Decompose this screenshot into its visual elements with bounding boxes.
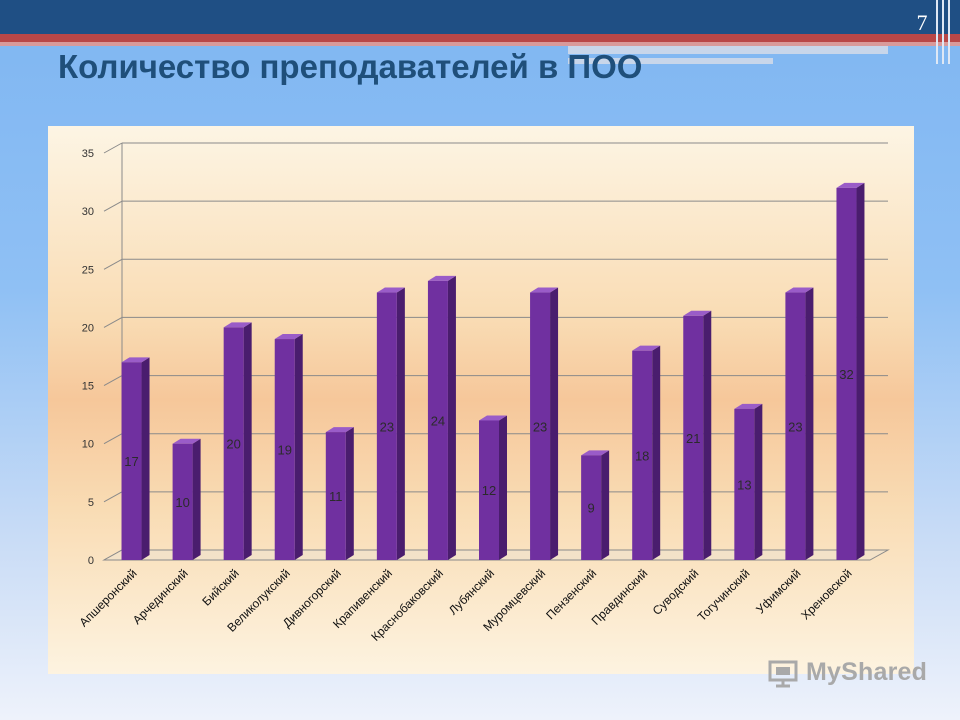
presentation-icon (768, 660, 798, 688)
bar-top (632, 345, 661, 351)
x-tick-label: Хреновской (798, 566, 854, 622)
bar-top (479, 415, 507, 421)
decorative-vline (936, 0, 938, 64)
chart-plot-area (48, 126, 914, 674)
bar (325, 432, 346, 560)
decorative-stripe (568, 46, 888, 54)
gridline-depth (103, 433, 123, 445)
data-label: 23 (533, 419, 547, 434)
bar-side (805, 287, 814, 560)
y-tick-label: 5 (88, 497, 94, 509)
y-tick-label: 35 (82, 148, 94, 160)
bar-side (294, 334, 303, 560)
y-tick-label: 25 (82, 264, 94, 276)
y-tick-label: 10 (82, 439, 94, 451)
bar (683, 315, 704, 560)
bar (274, 339, 295, 560)
bar (376, 292, 397, 560)
bar-top (172, 438, 201, 444)
bar (785, 292, 806, 560)
data-label: 10 (175, 495, 189, 510)
bar (121, 362, 142, 560)
bar-top (836, 182, 865, 188)
y-tick-label: 0 (88, 555, 94, 567)
x-tick-label: Арчединский (130, 566, 191, 627)
data-label: 19 (277, 443, 291, 458)
decorative-stripe-short (568, 58, 773, 64)
data-label: 12 (482, 483, 496, 498)
bar (530, 292, 551, 560)
bar (632, 350, 653, 560)
data-label: 11 (329, 489, 343, 504)
x-tick-label: Суводский (650, 566, 702, 618)
data-label: 32 (839, 367, 853, 382)
bar (581, 455, 602, 560)
bar-side (396, 287, 405, 560)
watermark-text: MyShared (806, 658, 928, 686)
gridline-depth (103, 200, 123, 212)
bar-top (121, 357, 150, 363)
decorative-vline (942, 0, 944, 64)
bar-side (703, 310, 712, 560)
decorative-vline (948, 0, 950, 64)
data-label: 20 (226, 437, 240, 452)
data-label: 9 (588, 501, 595, 516)
data-label: 24 (431, 413, 445, 428)
bar-side (856, 182, 865, 560)
gridline-depth (103, 375, 123, 387)
bar (223, 327, 244, 560)
bar-side (601, 450, 610, 560)
x-tick-label: Лубянский (446, 566, 497, 617)
bar-side (499, 415, 507, 560)
bar-top (325, 427, 354, 433)
header-bar (0, 0, 960, 34)
bar-top (785, 287, 814, 293)
bar-top (274, 334, 303, 340)
bar-side (550, 287, 559, 560)
gridline-depth (103, 316, 123, 328)
bar-side (447, 275, 456, 560)
gridline-depth (103, 258, 123, 270)
slide-number: 7 (916, 10, 928, 35)
bar (836, 187, 857, 560)
x-tick-label: Апшеронский (76, 566, 139, 629)
data-label: 13 (737, 477, 751, 492)
bar-side (243, 322, 252, 560)
y-tick-label: 30 (82, 206, 94, 218)
bar (427, 280, 448, 560)
bar-side (754, 403, 763, 560)
x-tick-label: Тогучинский (695, 566, 753, 624)
slide-title: Количество преподавателей в ПОО (58, 48, 643, 85)
data-label: 21 (686, 431, 700, 446)
bar (172, 443, 193, 560)
bar-side (192, 438, 201, 560)
bar-top (530, 287, 559, 293)
bar-top (376, 287, 405, 293)
data-label: 18 (635, 448, 649, 463)
x-tick-label: Уфимский (753, 566, 803, 616)
y-tick-label: 20 (82, 322, 94, 334)
watermark: MyShared (768, 656, 928, 692)
header-accent-line-light (0, 42, 960, 46)
bar-side (652, 345, 661, 560)
header-accent-line (0, 34, 960, 42)
bar (734, 408, 755, 560)
bar-top (734, 403, 763, 409)
bar-top (581, 450, 610, 456)
x-tick-label: Пензенский (543, 566, 599, 622)
bar-top (683, 310, 712, 316)
bar-top (223, 322, 252, 328)
data-label: 17 (124, 454, 138, 469)
data-label: 23 (380, 419, 394, 434)
gridline-depth (103, 142, 123, 154)
x-tick-label: Бийский (199, 566, 241, 608)
bar-side (345, 427, 354, 560)
data-label: 23 (788, 419, 802, 434)
bar (479, 420, 499, 560)
bar-side (141, 357, 150, 560)
y-tick-label: 15 (82, 381, 94, 393)
gridline-depth (103, 491, 123, 503)
bar-top (427, 275, 456, 281)
